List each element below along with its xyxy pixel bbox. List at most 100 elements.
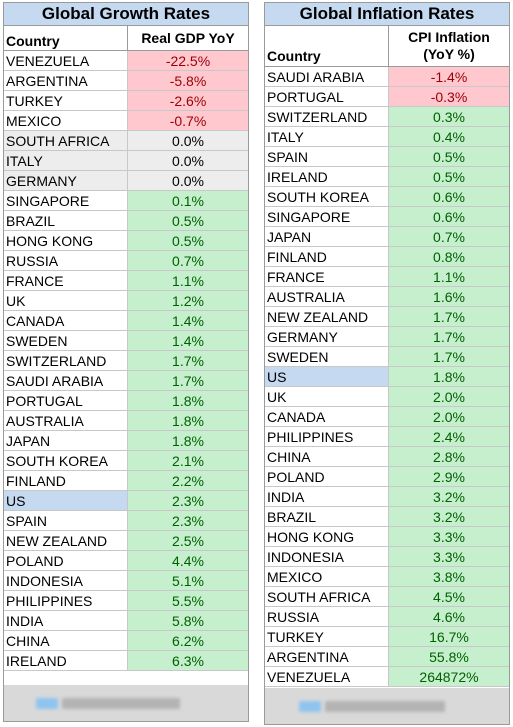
value-cell: 5.5% <box>128 591 248 610</box>
country-cell: SOUTH AFRICA <box>4 131 128 150</box>
table-row: UK 1.2% <box>4 291 248 311</box>
value-cell: 3.3% <box>389 527 509 546</box>
table-row: HONG KONG 0.5% <box>4 231 248 251</box>
value-cell: -0.3% <box>389 87 509 106</box>
table-row: CANADA 1.4% <box>4 311 248 331</box>
inflation-table-header: Country CPI Inflation (YoY %) <box>265 26 509 67</box>
blurred-watermark-text <box>62 698 180 709</box>
value-cell: 0.1% <box>128 191 248 210</box>
value-cell: 2.1% <box>128 451 248 470</box>
value-cell: 0.5% <box>389 147 509 166</box>
table-row: UK 2.0% <box>265 387 509 407</box>
table-row: BRAZIL 0.5% <box>4 211 248 231</box>
table-row: CANADA 2.0% <box>265 407 509 427</box>
country-cell: NEW ZEALAND <box>265 307 389 326</box>
table-row: PHILIPPINES 2.4% <box>265 427 509 447</box>
table-row: CHINA 6.2% <box>4 631 248 651</box>
country-cell: SWITZERLAND <box>265 107 389 126</box>
country-cell: ARGENTINA <box>265 647 389 666</box>
country-cell: MEXICO <box>4 111 128 130</box>
country-cell: VENEZUELA <box>265 667 389 686</box>
country-cell: ARGENTINA <box>4 71 128 90</box>
table-row: AUSTRALIA 1.6% <box>265 287 509 307</box>
value-cell: 0.8% <box>389 247 509 266</box>
table-row: SINGAPORE 0.6% <box>265 207 509 227</box>
table-row: FINLAND 2.2% <box>4 471 248 491</box>
country-cell: PORTUGAL <box>265 87 389 106</box>
growth-table: Global Growth Rates Country Real GDP YoY… <box>3 2 249 722</box>
table-row: US 1.8% <box>265 367 509 387</box>
table-row: SOUTH AFRICA 0.0% <box>4 131 248 151</box>
table-row: RUSSIA 0.7% <box>4 251 248 271</box>
country-cell: US <box>265 367 389 386</box>
value-cell: 16.7% <box>389 627 509 646</box>
value-cell: 2.0% <box>389 407 509 426</box>
value-cell: 0.0% <box>128 131 248 150</box>
table-row: SINGAPORE 0.1% <box>4 191 248 211</box>
growth-table-header: Country Real GDP YoY <box>4 26 248 51</box>
value-cell: 3.2% <box>389 487 509 506</box>
table-row: ARGENTINA 55.8% <box>265 647 509 667</box>
value-cell: 0.0% <box>128 171 248 190</box>
table-row: NEW ZEALAND 1.7% <box>265 307 509 327</box>
table-row: INDIA 3.2% <box>265 487 509 507</box>
value-cell: 3.8% <box>389 567 509 586</box>
value-cell: 2.2% <box>128 471 248 490</box>
value-cell: 1.2% <box>128 291 248 310</box>
inflation-rows: SAUDI ARABIA -1.4% PORTUGAL -0.3% SWITZERLAN… <box>265 67 509 687</box>
country-cell: HONG KONG <box>4 231 128 250</box>
value-cell: 1.6% <box>389 287 509 306</box>
value-cell: 6.2% <box>128 631 248 650</box>
value-cell: 1.7% <box>389 347 509 366</box>
country-cell: INDONESIA <box>4 571 128 590</box>
country-cell: RUSSIA <box>265 607 389 626</box>
inflation-value-header-line1: CPI Inflation <box>408 29 490 45</box>
growth-table-title: Global Growth Rates <box>4 3 248 26</box>
inflation-value-header: CPI Inflation (YoY %) <box>389 26 509 66</box>
value-cell: 5.8% <box>128 611 248 630</box>
growth-value-header: Real GDP YoY <box>141 30 235 46</box>
value-cell: 1.7% <box>128 371 248 390</box>
table-row: INDONESIA 3.3% <box>265 547 509 567</box>
growth-rows: VENEZUELA -22.5% ARGENTINA -5.8% TURKEY -2.6%… <box>4 51 248 671</box>
country-cell: AUSTRALIA <box>4 411 128 430</box>
country-cell: SPAIN <box>4 511 128 530</box>
value-cell: -2.6% <box>128 91 248 110</box>
table-row: ARGENTINA -5.8% <box>4 71 248 91</box>
table-row: PORTUGAL 1.8% <box>4 391 248 411</box>
value-cell: 4.5% <box>389 587 509 606</box>
country-cell: CANADA <box>265 407 389 426</box>
table-row: SPAIN 0.5% <box>265 147 509 167</box>
country-cell: UK <box>4 291 128 310</box>
value-cell: 1.8% <box>128 411 248 430</box>
table-row: SWITZERLAND 0.3% <box>265 107 509 127</box>
inflation-value-header-line2: (YoY %) <box>423 46 475 62</box>
value-cell: 2.5% <box>128 531 248 550</box>
value-cell: 1.7% <box>389 307 509 326</box>
table-row: JAPAN 0.7% <box>265 227 509 247</box>
country-cell: AUSTRALIA <box>265 287 389 306</box>
country-cell: SWEDEN <box>265 347 389 366</box>
table-row: MEXICO 3.8% <box>265 567 509 587</box>
value-cell: 264872% <box>389 667 509 686</box>
value-cell: 3.2% <box>389 507 509 526</box>
country-cell: SINGAPORE <box>4 191 128 210</box>
country-cell: UK <box>265 387 389 406</box>
country-cell: GERMANY <box>265 327 389 346</box>
value-cell: 2.3% <box>128 511 248 530</box>
value-cell: 3.3% <box>389 547 509 566</box>
value-cell: 1.1% <box>128 271 248 290</box>
value-cell: -5.8% <box>128 71 248 90</box>
country-cell: SINGAPORE <box>265 207 389 226</box>
value-cell: 0.7% <box>389 227 509 246</box>
country-cell: TURKEY <box>4 91 128 110</box>
table-row: VENEZUELA 264872% <box>265 667 509 687</box>
table-row: HONG KONG 3.3% <box>265 527 509 547</box>
value-cell: 2.8% <box>389 447 509 466</box>
table-row: TURKEY 16.7% <box>265 627 509 647</box>
table-row: PHILIPPINES 5.5% <box>4 591 248 611</box>
country-cell: PHILIPPINES <box>265 427 389 446</box>
table-row: FRANCE 1.1% <box>265 267 509 287</box>
value-cell: 0.5% <box>389 167 509 186</box>
country-cell: POLAND <box>4 551 128 570</box>
